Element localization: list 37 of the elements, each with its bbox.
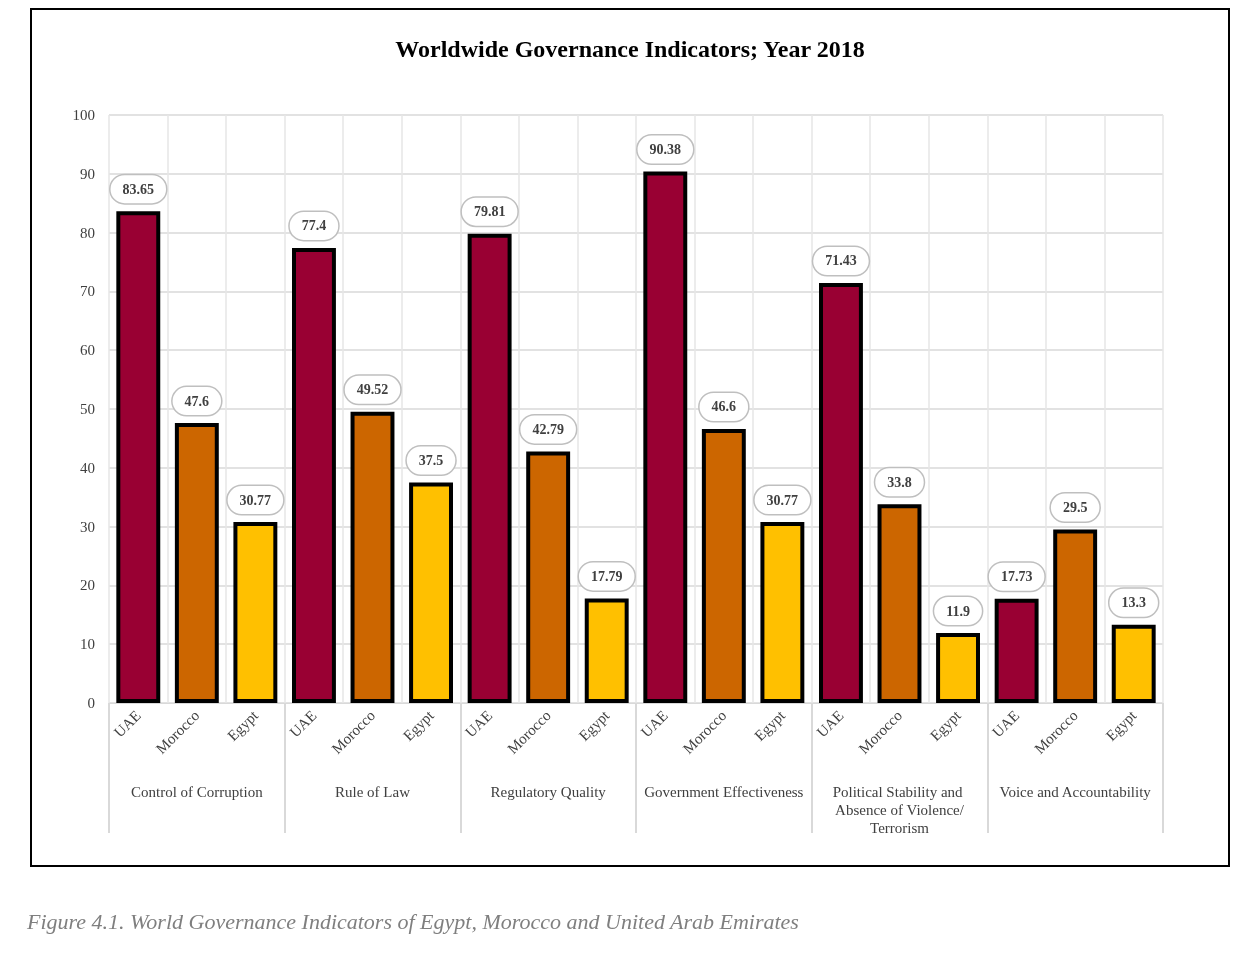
y-tick-label: 10 (80, 636, 95, 653)
y-tick-label: 60 (80, 342, 95, 359)
data-label: 77.4 (301, 218, 327, 234)
data-label: 71.43 (825, 253, 857, 269)
data-label: 83.65 (122, 181, 155, 197)
x-tick-label: Regulatory Quality (490, 784, 607, 800)
data-label: 49.52 (356, 382, 389, 398)
data-label: 79.81 (473, 204, 506, 220)
data-label: 37.5 (418, 453, 444, 468)
x-tick-label: Control of Corruption (131, 784, 264, 800)
data-label: 13.3 (1121, 595, 1146, 611)
y-tick-label: 100 (72, 107, 95, 123)
data-label: 11.9 (946, 603, 970, 619)
data-label: 17.79 (590, 568, 623, 584)
x-tick-label: Rule of Law (335, 784, 411, 800)
x-tick-label: Government Effectiveness (644, 784, 804, 800)
x-tick-label: Political Stability and Absence of Violence/Terrorism (832, 784, 967, 836)
data-label: 46.6 (711, 399, 737, 415)
data-label: 30.77 (766, 492, 799, 508)
chart-title: Worldwide Governance Indicators; Year 2018 (395, 36, 865, 62)
y-tick-label: 0 (87, 695, 95, 711)
caption: Figure 4.1. World Governance Indicators of Egypt, Morocco and United Arab Emirates (27, 909, 800, 935)
y-tick-label: 70 (80, 283, 95, 300)
data-label: 29.5 (1062, 500, 1088, 516)
y-tick-label: 50 (80, 401, 95, 417)
data-label: 33.8 (887, 474, 912, 490)
x-tick-label: Voice and Accountability (999, 784, 1152, 800)
data-label: 47.6 (184, 393, 210, 409)
y-tick-label: 90 (80, 165, 95, 182)
y-tick-label: 20 (80, 577, 95, 594)
data-label: 90.38 (649, 142, 682, 158)
y-tick-label: 30 (80, 518, 95, 535)
data-label: 42.79 (532, 421, 564, 437)
y-tick-label: 80 (80, 224, 95, 241)
data-label: 17.73 (1000, 569, 1033, 585)
data-label: 30.77 (239, 492, 272, 508)
y-tick-label: 40 (80, 459, 95, 476)
